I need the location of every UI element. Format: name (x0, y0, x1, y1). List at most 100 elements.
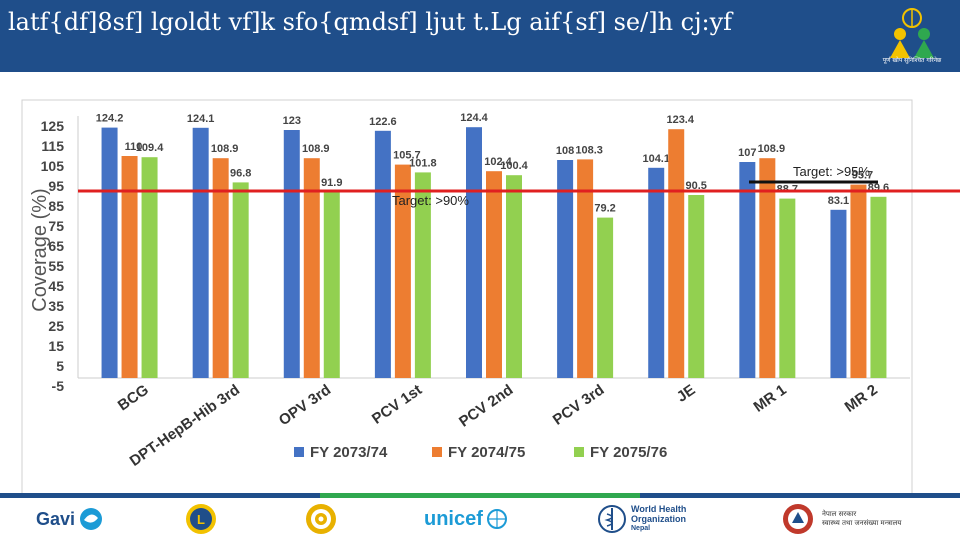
x-tick-label: MR 1 (751, 381, 790, 415)
rotary-logo (303, 502, 339, 536)
target-90-label: Target: >90% (392, 193, 469, 208)
y-tick-label: 45 (48, 278, 64, 294)
coverage-bar-chart: Coverage (%) 125 115 105 95 85 75 65 55 45 35 25 15… (21, 99, 960, 494)
bar (597, 217, 614, 378)
who-emblem-icon (598, 505, 626, 533)
gavi-logo: Gavi (36, 502, 104, 536)
legend-label: FY 2075/76 (590, 444, 667, 461)
bar (101, 127, 118, 378)
data-label: 107 (738, 147, 756, 159)
bar (739, 162, 756, 378)
y-tick-label: 125 (41, 118, 65, 134)
nepal-government-logo: नेपाल सरकार स्वास्थ्य तथा जनसंख्या मन्त्… (780, 502, 901, 536)
y-tick-label: 25 (48, 318, 64, 334)
who-name-line2: Organization (631, 514, 687, 524)
data-label: 95.7 (852, 170, 873, 182)
bar (870, 196, 887, 378)
bar (374, 130, 391, 378)
data-label: 122.6 (369, 116, 397, 128)
y-tick-label: 95 (48, 178, 64, 194)
unicef-logo: unicef (424, 502, 508, 536)
nepal-gov-line2: स्वास्थ्य तथा जनसंख्या मन्त्रालय (822, 519, 902, 527)
legend-swatch (294, 447, 304, 457)
bar (414, 172, 431, 378)
bar (850, 184, 867, 378)
data-label: 104.1 (642, 153, 670, 165)
unicef-globe-icon (486, 509, 507, 529)
chart-area: Coverage (%) 125 115 105 95 85 75 65 55 45 35 25 15… (0, 72, 960, 494)
y-tick-label: 35 (48, 298, 64, 314)
data-label: 91.9 (321, 177, 342, 189)
bar (759, 158, 776, 378)
data-label: 108.9 (758, 143, 786, 155)
bar (557, 160, 574, 378)
y-tick-label: 65 (48, 238, 64, 254)
bar (394, 164, 411, 378)
y-tick-label: 105 (41, 158, 65, 174)
data-label: 109.4 (136, 142, 164, 154)
chart-border (21, 99, 913, 494)
data-label: 79.2 (594, 203, 615, 215)
nepal-emblem-icon (783, 504, 813, 534)
data-label: 123.4 (666, 114, 694, 126)
bar (121, 156, 138, 378)
legend-swatch (574, 447, 584, 457)
data-label: 90.5 (686, 180, 707, 192)
bar (577, 159, 594, 378)
data-label: 123 (283, 115, 301, 127)
x-tick-label: OPV 3rd (276, 381, 334, 429)
bar (192, 127, 209, 378)
data-label: 101.8 (409, 157, 437, 169)
rotary-wheel-icon (306, 504, 336, 534)
lions-club-icon: L (186, 504, 216, 534)
bar (668, 129, 685, 378)
x-tick-label: PCV 3rd (550, 381, 608, 428)
who-name-line1: World Health (631, 504, 687, 514)
y-tick-label: 85 (48, 198, 64, 214)
data-label: 105.7 (393, 150, 421, 162)
y-tick-label: 115 (41, 138, 64, 154)
y-axis-label: Coverage (%) (29, 188, 51, 311)
bar (283, 130, 300, 378)
data-label: 124.2 (96, 113, 124, 125)
y-tick-label: 75 (48, 218, 64, 234)
legend-label: FY 2074/75 (448, 444, 525, 461)
immunization-logo-icon (890, 8, 934, 58)
bar (648, 167, 665, 378)
bar (323, 192, 340, 378)
y-tick-label: 5 (56, 358, 64, 374)
bar (232, 182, 249, 378)
legend: FY 2073/74 FY 2074/75 FY 2075/76 (294, 444, 667, 461)
legend-swatch (432, 447, 442, 457)
y-tick-label: 15 (48, 338, 64, 354)
data-label: 108.9 (211, 143, 239, 155)
x-tick-label: JE (674, 381, 699, 405)
bar (506, 175, 522, 378)
gavi-globe-icon (80, 508, 103, 530)
data-label: 124.1 (187, 113, 215, 125)
target-group: Target: >90% Target: >95% (78, 164, 960, 208)
data-label: 110 (125, 141, 143, 153)
bar (466, 127, 482, 378)
logo-caption: पूर्ण खोप सुनिश्चित गरिनेछ (882, 57, 942, 64)
legend-label: FY 2073/74 (310, 444, 388, 461)
unicef-text: unicef (424, 507, 483, 530)
nepal-gov-line1: नेपाल सरकार (822, 510, 857, 518)
data-label: 96.8 (230, 167, 251, 179)
y-tick-label: -5 (52, 378, 65, 394)
gavi-text: Gavi (36, 508, 76, 529)
data-label: 124.4 (460, 112, 488, 124)
x-tick-label: BCG (115, 381, 152, 414)
bar (830, 209, 847, 378)
footer-color-band (0, 493, 960, 498)
slide-title: latf{df]8sf] lgoldt vf]k sfo{qmdsf] ljut… (8, 8, 733, 36)
title-bar: latf{df]8sf] lgoldt vf]k sfo{qmdsf] ljut… (0, 0, 960, 72)
svg-text:L: L (197, 512, 205, 527)
lions-logo: L (183, 502, 219, 536)
who-logo: World Health Organization Nepal (597, 502, 686, 536)
x-tick-label: PCV 2nd (456, 381, 516, 430)
bar (303, 158, 320, 378)
data-label: 108.9 (302, 143, 330, 155)
who-country: Nepal (631, 525, 651, 532)
